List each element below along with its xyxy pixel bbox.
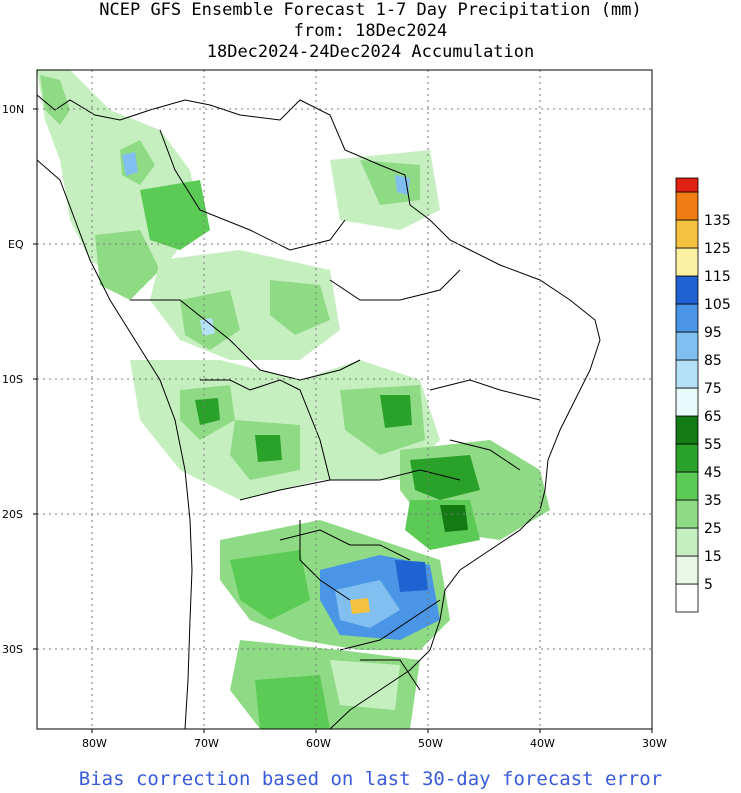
legend-swatch: [675, 191, 699, 221]
legend-label: 45: [704, 465, 722, 481]
legend-swatch: [675, 275, 699, 305]
legend-label: 135: [704, 213, 731, 229]
map-frame: [36, 69, 653, 730]
legend-swatch: [675, 177, 699, 193]
legend-swatch: [675, 583, 699, 613]
legend-label: 65: [704, 409, 722, 425]
legend-swatch: [675, 499, 699, 529]
accumulation-period: 18Dec2024-24Dec2024 Accumulation: [206, 42, 535, 62]
legend-swatch: [675, 331, 699, 361]
lon-label-30w: 30W: [642, 737, 667, 750]
bias-correction-note: Bias correction based on last 30-day for…: [78, 768, 663, 790]
legend-label: 5: [704, 577, 713, 593]
forecast-start-date: from: 18Dec2024: [293, 21, 448, 41]
legend-swatch: [675, 415, 699, 445]
legend-label: 85: [704, 353, 722, 369]
latitude-labels: 10N EQ 10S 20S 30S: [2, 103, 24, 656]
lat-label-eq: EQ: [8, 238, 24, 251]
legend-label: 75: [704, 381, 722, 397]
lat-label-10n: 10N: [2, 103, 24, 116]
legend-label: 125: [704, 241, 731, 257]
lon-label-60w: 60W: [306, 737, 331, 750]
legend-swatch: [675, 471, 699, 501]
legend-swatch: [675, 527, 699, 557]
legend-swatch: [675, 247, 699, 277]
legend-swatch: [675, 359, 699, 389]
legend-swatch: [675, 387, 699, 417]
lat-label-30s: 30S: [2, 643, 23, 656]
legend-label: 95: [704, 325, 722, 341]
legend-label: 25: [704, 521, 722, 537]
legend-swatch: [675, 219, 699, 249]
axis-ticks: [33, 108, 653, 733]
lon-label-80w: 80W: [82, 737, 107, 750]
legend-label: 15: [704, 549, 722, 565]
chart-title: NCEP GFS Ensemble Forecast 1-7 Day Preci…: [99, 0, 642, 20]
legend-swatch: [675, 555, 699, 585]
lon-label-70w: 70W: [194, 737, 219, 750]
legend-swatch: [675, 443, 699, 473]
legend-label: 115: [704, 269, 731, 285]
legend-label: 55: [704, 437, 722, 453]
precip-shading: [37, 70, 550, 729]
legend-colorbar: 5 15 25 35 45 55 65 75 85 95 105 115 125 135: [675, 177, 731, 613]
lat-label-10s: 10S: [2, 373, 23, 386]
lon-label-40w: 40W: [530, 737, 555, 750]
grid-lines: [37, 70, 652, 729]
legend-label: 105: [704, 297, 731, 313]
lon-label-50w: 50W: [418, 737, 443, 750]
lat-label-20s: 20S: [2, 508, 23, 521]
legend-label: 35: [704, 493, 722, 509]
longitude-labels: 80W 70W 60W 50W 40W 30W: [82, 737, 667, 750]
legend-swatch: [675, 303, 699, 333]
coastline: [37, 94, 601, 729]
